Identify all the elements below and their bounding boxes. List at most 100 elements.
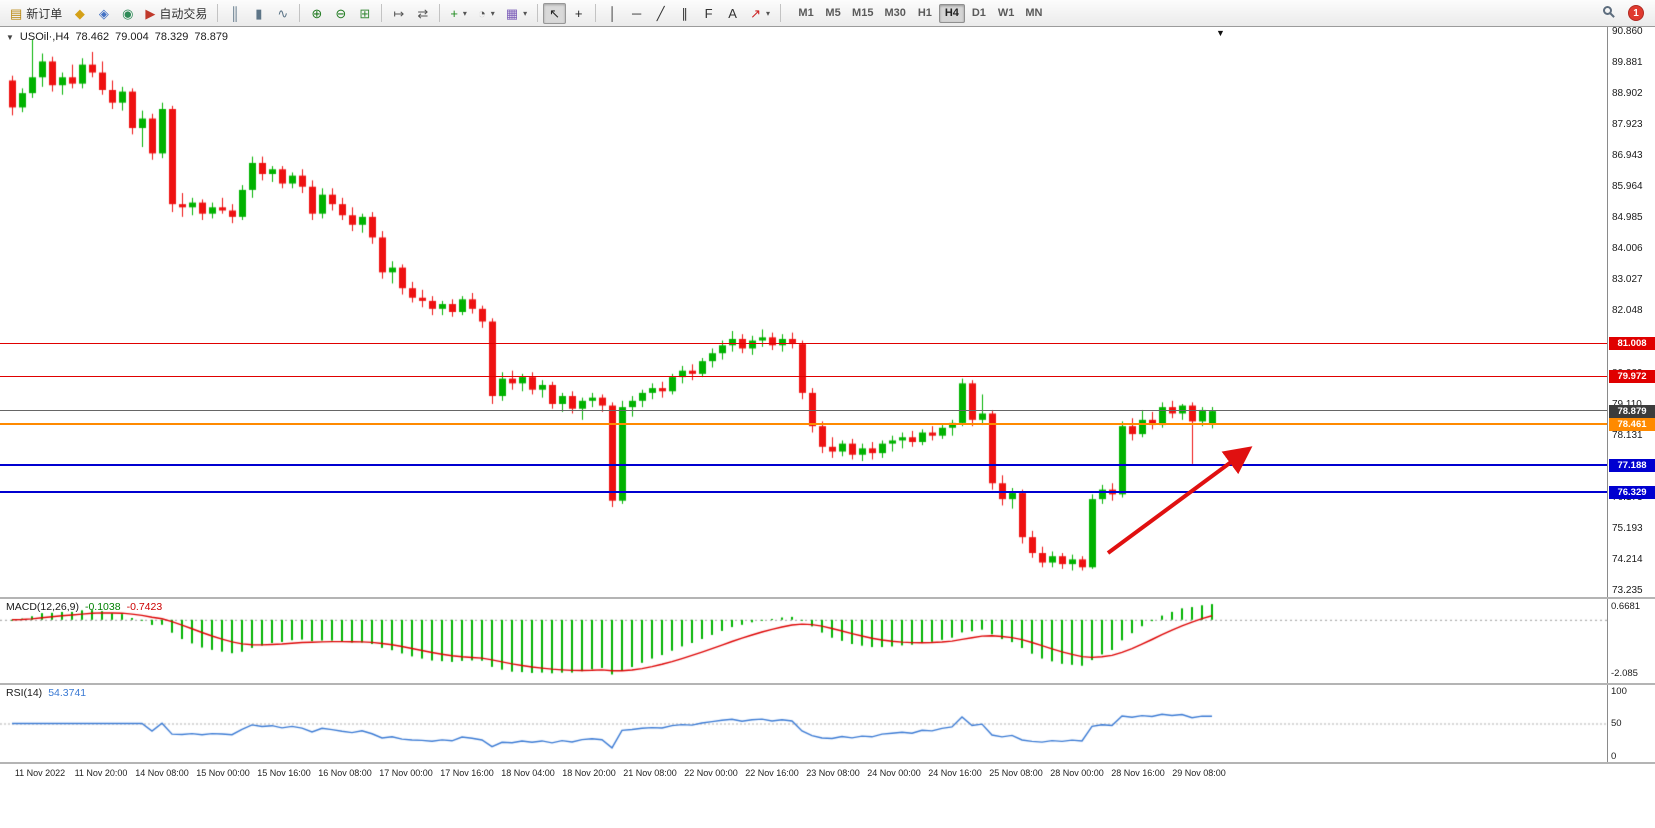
autotrading-icon: ▶ bbox=[145, 5, 156, 21]
date-tick-label: 17 Nov 00:00 bbox=[379, 768, 433, 778]
vertical-line-button[interactable]: │ bbox=[601, 3, 624, 24]
indicators-icon: + bbox=[450, 5, 458, 21]
auto-scroll-icon: ↦ bbox=[393, 5, 405, 21]
price-pane[interactable] bbox=[0, 27, 1607, 597]
price-tick-label: 75.193 bbox=[1612, 522, 1643, 534]
symbol-info-line: ▼ USOil·,H4 78.462 79.004 78.329 78.879 bbox=[6, 31, 228, 43]
templates-icon: ▦ bbox=[505, 5, 519, 21]
price-level-line-81.008[interactable] bbox=[0, 342, 1607, 344]
search-icon[interactable] bbox=[1602, 5, 1618, 21]
price-level-line-78.461[interactable] bbox=[0, 423, 1607, 426]
toolbar-separator bbox=[299, 4, 301, 22]
chevron-down-icon: ▾ bbox=[523, 8, 528, 18]
quick-trade-toggle-icon[interactable]: ▼ bbox=[6, 32, 14, 42]
chevron-down-icon: ▾ bbox=[766, 8, 771, 18]
text-button[interactable]: A bbox=[721, 3, 744, 24]
timeframe-mn-button[interactable]: MN bbox=[1025, 7, 1043, 19]
price-axis[interactable]: 90.860 89.881 88.902 87.923 86.943 85.964 84.9… bbox=[1607, 26, 1655, 764]
channel-button[interactable]: ∥ bbox=[673, 3, 696, 24]
new-order-button[interactable]: ▤ 新订单 bbox=[5, 3, 67, 24]
candlestick-chart-icon: ▮ bbox=[255, 5, 263, 21]
macd-main-value: -0.1038 bbox=[84, 601, 121, 613]
crosshair-button[interactable]: + bbox=[567, 3, 590, 24]
chevron-down-icon: ▾ bbox=[490, 8, 495, 18]
timeframe-m5-button[interactable]: M5 bbox=[825, 7, 841, 19]
tile-windows-button[interactable]: ⊞ bbox=[353, 3, 376, 24]
price-tick-label: 78.131 bbox=[1612, 429, 1643, 441]
pane-separator[interactable] bbox=[0, 762, 1655, 764]
price-tick-label: 87.923 bbox=[1612, 119, 1643, 131]
navigator-icon: ◈ bbox=[98, 5, 109, 21]
timeframe-m30-button[interactable]: M30 bbox=[884, 7, 906, 19]
price-tick-label: 82.048 bbox=[1612, 305, 1643, 317]
date-tick-label: 24 Nov 16:00 bbox=[928, 768, 982, 778]
price-level-line-78.879[interactable] bbox=[0, 410, 1607, 412]
tile-windows-icon: ⊞ bbox=[359, 5, 371, 21]
price-level-line-79.972[interactable] bbox=[0, 375, 1607, 377]
zoom-in-button[interactable]: ⊕ bbox=[305, 3, 328, 24]
price-level-line-76.329[interactable] bbox=[0, 490, 1607, 493]
price-tick-label: 88.902 bbox=[1612, 88, 1643, 100]
notification-badge[interactable]: 1 bbox=[1628, 5, 1644, 21]
timeframe-h1-button[interactable]: H1 bbox=[917, 7, 932, 19]
autotrading-button[interactable]: ▶ 自动交易 bbox=[140, 3, 212, 24]
date-tick-label: 23 Nov 08:00 bbox=[806, 768, 860, 778]
bar-chart-button[interactable]: ║ bbox=[223, 3, 246, 24]
toolbar-separator bbox=[217, 4, 219, 22]
timeframe-m1-button[interactable]: M1 bbox=[798, 7, 814, 19]
date-tick-label: 18 Nov 20:00 bbox=[562, 768, 616, 778]
auto-scroll-button[interactable]: ↦ bbox=[387, 3, 410, 24]
date-tick-label: 14 Nov 08:00 bbox=[135, 768, 189, 778]
toolbar-separator bbox=[595, 4, 597, 22]
low-value: 78.329 bbox=[154, 31, 189, 43]
periods-button[interactable]: ◔ ▾ bbox=[473, 3, 500, 24]
cursor-button[interactable]: ↖ bbox=[543, 2, 567, 24]
new-order-button-label: 新订单 bbox=[26, 6, 63, 21]
indicators-button[interactable]: + ▾ bbox=[445, 3, 472, 24]
timeframe-toolbar: M1 M5 M15 M30 H1 H4 D1 W1 MN bbox=[793, 3, 1047, 23]
candlestick-chart-button[interactable]: ▮ bbox=[247, 3, 270, 24]
chart-window: ▼ USOil·,H4 78.462 79.004 78.329 78.879 … bbox=[0, 26, 1655, 828]
trendline-button[interactable]: ╱ bbox=[649, 3, 672, 24]
terminal-button[interactable]: ◉ bbox=[116, 3, 139, 24]
arrows-button[interactable]: ↗ ▾ bbox=[745, 3, 775, 24]
timeframe-m15-button[interactable]: M15 bbox=[852, 7, 874, 19]
zoom-out-button[interactable]: ⊖ bbox=[329, 3, 352, 24]
timeframe-h4-button[interactable]: H4 bbox=[938, 3, 965, 23]
pane-separator[interactable] bbox=[0, 597, 1655, 599]
price-tick-label: 74.214 bbox=[1612, 553, 1643, 565]
close-value: 78.879 bbox=[194, 31, 229, 43]
timeframe-w1-button[interactable]: W1 bbox=[997, 7, 1015, 19]
time-axis[interactable]: 11 Nov 2022 11 Nov 20:00 14 Nov 08:00 15 No… bbox=[0, 764, 1607, 784]
templates-button[interactable]: ▦ ▾ bbox=[501, 3, 532, 24]
macd-name: MACD(12,26,9) bbox=[6, 601, 79, 613]
horizontal-line-button[interactable]: ─ bbox=[625, 3, 648, 24]
market-watch-button[interactable]: ◆ bbox=[68, 3, 91, 24]
price-tick-label: 73.235 bbox=[1612, 584, 1643, 596]
price-tick-label: 90.860 bbox=[1612, 26, 1643, 37]
rsi-pane[interactable] bbox=[0, 685, 1607, 762]
line-chart-icon: ∿ bbox=[277, 5, 289, 21]
rsi-axis-50: 50 bbox=[1611, 718, 1622, 729]
price-tick-label: 79.110 bbox=[1612, 399, 1642, 410]
date-tick-label: 17 Nov 16:00 bbox=[440, 768, 494, 778]
chart-shift-button[interactable]: ⇄ bbox=[411, 3, 434, 24]
price-level-line-77.188[interactable] bbox=[0, 463, 1607, 466]
timeframe-d1-button[interactable]: D1 bbox=[971, 7, 986, 19]
date-tick-label: 25 Nov 08:00 bbox=[989, 768, 1043, 778]
toolbar-separator bbox=[537, 4, 539, 22]
date-tick-label: 11 Nov 20:00 bbox=[74, 768, 128, 778]
pane-separator[interactable] bbox=[0, 683, 1655, 685]
terminal-icon: ◉ bbox=[122, 5, 134, 21]
chart-shift-marker[interactable]: ▼ bbox=[1216, 28, 1225, 38]
date-tick-label: 16 Nov 08:00 bbox=[318, 768, 372, 778]
vertical-line-icon: │ bbox=[608, 5, 617, 21]
toolbar-separator bbox=[381, 4, 383, 22]
toolbar-buttons: ▤ 新订单 ◆ ◈ ◉ ▶ 自动交易 ║ ▮ ∿ ⊕ ⊖ ⊞ ↦ ⇄ + ▾ ◔ ▾ ▦ ▾ ↖ + │ ─ ╱ ∥ F A ↗ ▾ bbox=[5, 2, 785, 24]
fibonacci-button[interactable]: F bbox=[697, 3, 720, 24]
navigator-button[interactable]: ◈ bbox=[92, 3, 115, 24]
line-chart-button[interactable]: ∿ bbox=[271, 3, 294, 24]
macd-pane[interactable] bbox=[0, 599, 1607, 683]
toolbar-right: 1 bbox=[1602, 5, 1650, 21]
